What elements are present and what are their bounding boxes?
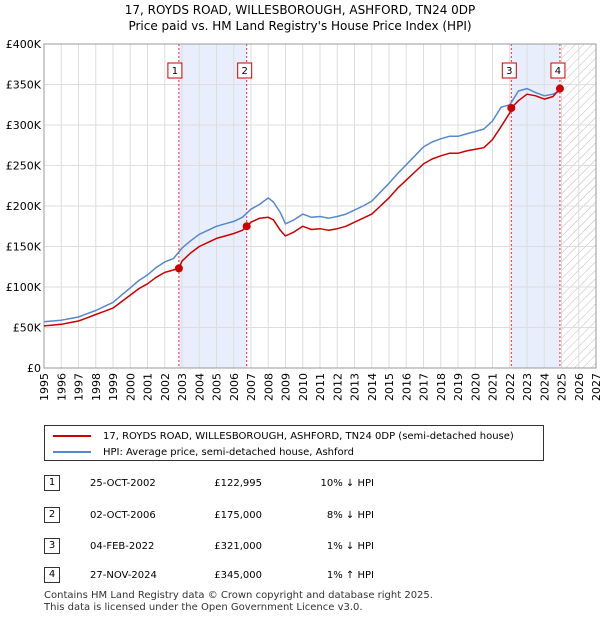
transaction-hpi: 10% ↓ HPI xyxy=(320,478,374,489)
x-tick-label: 1995 xyxy=(38,373,51,401)
x-tick-label: 2010 xyxy=(297,373,310,401)
transaction-price: £321,000 xyxy=(214,541,262,552)
y-tick-label: £100K xyxy=(6,281,42,294)
y-tick-label: £50K xyxy=(13,322,42,335)
x-tick-label: 2021 xyxy=(487,373,500,401)
legend-label-hpi: HPI: Average price, semi-detached house,… xyxy=(103,446,354,458)
x-tick-label: 2027 xyxy=(590,373,600,401)
marker-label-box xyxy=(501,62,517,79)
transaction-number: 1 xyxy=(44,475,60,491)
y-tick-label: £200K xyxy=(6,200,42,213)
transaction-date: 04-FEB-2022 xyxy=(90,541,155,552)
x-tick-label: 2026 xyxy=(573,373,586,401)
x-tick-label: 2015 xyxy=(383,373,396,401)
chart-subtitle: Price paid vs. HM Land Registry's House … xyxy=(128,19,472,33)
marker-label: 4 xyxy=(555,66,561,77)
x-tick-label: 1999 xyxy=(107,373,120,401)
transaction-number: 2 xyxy=(44,507,60,523)
y-tick-label: £400K xyxy=(6,38,42,51)
y-tick-label: £150K xyxy=(6,241,42,254)
x-tick-label: 2023 xyxy=(521,373,534,401)
y-tick-label: £300K xyxy=(6,119,42,132)
transaction-number: 4 xyxy=(44,567,60,583)
transaction-hpi: 1% ↓ HPI xyxy=(326,541,374,552)
x-tick-label: 2011 xyxy=(314,373,327,401)
legend-item-hpi: HPI: Average price, semi-detached house,… xyxy=(53,444,354,460)
x-tick-label: 2024 xyxy=(538,373,551,401)
x-tick-label: 2009 xyxy=(280,373,293,401)
x-tick-label: 2005 xyxy=(211,373,224,401)
transaction-number: 3 xyxy=(44,538,60,554)
transaction-hpi: 8% ↓ HPI xyxy=(326,510,374,521)
transaction-date: 25-OCT-2002 xyxy=(90,478,156,489)
sale-point xyxy=(242,222,251,231)
x-tick-label: 2006 xyxy=(228,373,241,401)
transaction-price: £345,000 xyxy=(214,570,262,581)
plot-frame xyxy=(43,43,597,369)
x-tick-label: 2013 xyxy=(349,373,362,401)
x-tick-label: 2004 xyxy=(193,373,206,401)
x-tick-label: 2022 xyxy=(504,373,517,401)
marker-label: 1 xyxy=(172,66,178,77)
y-tick-label: £350K xyxy=(6,79,42,92)
x-tick-label: 2025 xyxy=(556,373,569,401)
x-tick-label: 2000 xyxy=(124,373,137,401)
marker-label: 2 xyxy=(242,66,248,77)
series-line-hpi xyxy=(43,87,561,323)
series-line-property xyxy=(43,88,561,327)
x-tick-label: 2007 xyxy=(245,373,258,401)
marker-label-box xyxy=(167,62,183,79)
legend-swatch-property xyxy=(53,435,91,437)
x-tick-label: 2008 xyxy=(262,373,275,401)
legend-swatch-hpi xyxy=(53,451,91,453)
x-tick-label: 1997 xyxy=(73,373,86,401)
x-tick-label: 2020 xyxy=(469,373,482,401)
x-tick-label: 2001 xyxy=(142,373,155,401)
x-tick-label: 1996 xyxy=(55,373,68,401)
chart-title: 17, ROYDS ROAD, WILLESBOROUGH, ASHFORD, … xyxy=(124,3,476,17)
x-tick-label: 2016 xyxy=(400,373,413,401)
y-tick-label: £0 xyxy=(27,362,41,375)
sale-point xyxy=(507,103,516,112)
sale-point xyxy=(555,84,564,93)
x-tick-label: 2003 xyxy=(176,373,189,401)
x-tick-label: 2014 xyxy=(366,373,379,401)
transaction-price: £122,995 xyxy=(214,478,262,489)
footer-copyright: Contains HM Land Registry data © Crown c… xyxy=(44,590,433,601)
transaction-price: £175,000 xyxy=(214,510,262,521)
footer-licence: This data is licensed under the Open Gov… xyxy=(44,602,363,613)
marker-label-box xyxy=(237,62,253,79)
transaction-date: 02-OCT-2006 xyxy=(90,510,156,521)
legend-item-property: 17, ROYDS ROAD, WILLESBOROUGH, ASHFORD, … xyxy=(53,428,514,444)
transaction-date: 27-NOV-2024 xyxy=(90,570,157,581)
y-tick-label: £250K xyxy=(6,160,42,173)
transaction-hpi: 1% ↑ HPI xyxy=(326,570,374,581)
x-tick-label: 2018 xyxy=(435,373,448,401)
x-tick-label: 2012 xyxy=(331,373,344,401)
chart-legend: 17, ROYDS ROAD, WILLESBOROUGH, ASHFORD, … xyxy=(44,425,544,461)
x-tick-label: 2017 xyxy=(418,373,431,401)
sale-point xyxy=(174,264,183,273)
legend-label-property: 17, ROYDS ROAD, WILLESBOROUGH, ASHFORD, … xyxy=(103,430,514,442)
marker-label-box xyxy=(550,62,566,79)
x-tick-label: 2002 xyxy=(159,373,172,401)
x-tick-label: 1998 xyxy=(90,373,103,401)
x-tick-label: 2019 xyxy=(452,373,465,401)
price-chart: £0 £50K £100K £150K £200K £250K £300K £350K £400… xyxy=(6,38,600,401)
marker-label: 3 xyxy=(506,66,512,77)
